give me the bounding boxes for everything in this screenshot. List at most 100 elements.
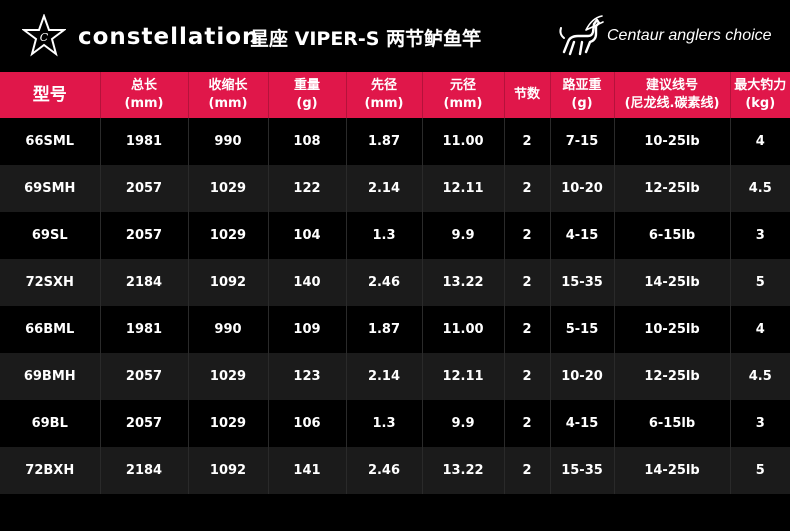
column-header: 最大钓力 (kg) <box>730 72 790 118</box>
column-header-label: 总长 <box>130 78 157 93</box>
table-cell: 12-25lb <box>614 165 731 212</box>
table-cell: 108 <box>268 118 347 165</box>
table-cell: 1029 <box>188 212 269 259</box>
centaur-archer-icon <box>559 15 604 56</box>
table-cell: 1981 <box>100 306 189 353</box>
table-cell: 2.46 <box>346 259 423 306</box>
table-cell: 9.9 <box>422 400 505 447</box>
column-header-label: 重量 <box>293 78 320 93</box>
table-cell: 12.11 <box>422 353 505 400</box>
column-header-unit: (mm) <box>124 96 164 111</box>
table-cell: 69BMH <box>0 353 101 400</box>
table-cell: 4-15 <box>550 212 615 259</box>
table-cell: 2057 <box>100 400 189 447</box>
table-cell: 72BXH <box>0 447 101 494</box>
table-row: 66BML 1981 990 109 1.87 11.00 2 5-15 10-25lb 4 <box>0 306 790 353</box>
table-cell: 4.5 <box>730 165 790 212</box>
table-row: 69SMH 2057 1029 122 2.14 12.11 2 10-20 12-25lb 4.… <box>0 165 790 212</box>
column-header-label: 元径 <box>449 78 476 93</box>
table-cell: 4-15 <box>550 400 615 447</box>
table-cell: 2.14 <box>346 353 423 400</box>
table-cell: 2057 <box>100 353 189 400</box>
table-cell: 7-15 <box>550 118 615 165</box>
table-cell: 1.87 <box>346 306 423 353</box>
table-cell: 5 <box>730 447 790 494</box>
table-cell: 72SXH <box>0 259 101 306</box>
table-cell: 12.11 <box>422 165 505 212</box>
table-cell: 9.9 <box>422 212 505 259</box>
table-cell: 14-25lb <box>614 447 731 494</box>
table-cell: 69SL <box>0 212 101 259</box>
column-header-label: 先径 <box>370 78 397 93</box>
table-row: 69BL 2057 1029 106 1.3 9.9 2 4-15 6-15lb 3 <box>0 400 790 447</box>
table-row: 72BXH 2184 1092 141 2.46 13.22 2 15-35 14-25lb 5 <box>0 447 790 494</box>
table-header-row: 型号 总长 (mm) 收缩长 (mm) 重量 (g) 先径 (mm) 元径 (mm) 节数 路亚重 (g)… <box>0 72 790 118</box>
table-cell: 2.46 <box>346 447 423 494</box>
table-row: 72SXH 2184 1092 140 2.46 13.22 2 15-35 14-25lb 5 <box>0 259 790 306</box>
column-header: 节数 <box>504 72 551 118</box>
table-cell: 2 <box>504 447 551 494</box>
table-cell: 141 <box>268 447 347 494</box>
table-cell: 66BML <box>0 306 101 353</box>
column-header-unit: (mm) <box>208 96 248 111</box>
table-cell: 2057 <box>100 165 189 212</box>
table-cell: 15-35 <box>550 259 615 306</box>
column-header: 元径 (mm) <box>422 72 505 118</box>
table-cell: 1092 <box>188 447 269 494</box>
column-header: 总长 (mm) <box>100 72 189 118</box>
column-header-label: 最大钓力 <box>734 78 787 93</box>
table-cell: 10-20 <box>550 165 615 212</box>
column-header: 先径 (mm) <box>346 72 423 118</box>
column-header: 路亚重 (g) <box>550 72 615 118</box>
table-cell: 2 <box>504 259 551 306</box>
star-c-logo-icon: C <box>22 14 66 57</box>
table-cell: 2 <box>504 306 551 353</box>
table-body: 66SML 1981 990 108 1.87 11.00 2 7-15 10-25lb 4 69S… <box>0 118 790 494</box>
column-header-label: 收缩长 <box>208 78 248 93</box>
table-cell: 10-25lb <box>614 118 731 165</box>
table-cell: 2.14 <box>346 165 423 212</box>
column-header: 型号 <box>0 72 101 118</box>
table-cell: 1.3 <box>346 212 423 259</box>
table-cell: 140 <box>268 259 347 306</box>
column-header: 重量 (g) <box>268 72 347 118</box>
table-row: 66SML 1981 990 108 1.87 11.00 2 7-15 10-25lb 4 <box>0 118 790 165</box>
table-cell: 12-25lb <box>614 353 731 400</box>
table-cell: 10-25lb <box>614 306 731 353</box>
table-cell: 13.22 <box>422 259 505 306</box>
table-cell: 2 <box>504 353 551 400</box>
model-title: 星座 VIPER-S 两节鲈鱼竿 <box>250 28 482 50</box>
table-cell: 990 <box>188 306 269 353</box>
table-cell: 990 <box>188 118 269 165</box>
column-header-label: 型号 <box>32 85 67 105</box>
table-cell: 6-15lb <box>614 400 731 447</box>
svg-text:C: C <box>40 31 49 44</box>
table-cell: 106 <box>268 400 347 447</box>
column-header-label: 建议线号 <box>645 78 698 93</box>
column-header-label: 节数 <box>513 87 540 102</box>
table-cell: 5 <box>730 259 790 306</box>
table-cell: 14-25lb <box>614 259 731 306</box>
table-cell: 11.00 <box>422 306 505 353</box>
column-header-unit: (mm) <box>443 96 483 111</box>
table-cell: 4 <box>730 118 790 165</box>
table-cell: 123 <box>268 353 347 400</box>
table-row: 69SL 2057 1029 104 1.3 9.9 2 4-15 6-15lb 3 <box>0 212 790 259</box>
column-header-unit: (kg) <box>745 96 776 111</box>
table-cell: 6-15lb <box>614 212 731 259</box>
header: C constellation 星座 VIPER-S 两节鲈鱼竿 Centaur… <box>0 0 790 72</box>
table-cell: 1029 <box>188 353 269 400</box>
table-cell: 3 <box>730 212 790 259</box>
table-cell: 2 <box>504 118 551 165</box>
column-header-unit: (mm) <box>364 96 404 111</box>
table-cell: 4 <box>730 306 790 353</box>
column-header-unit: (g) <box>296 96 318 111</box>
table-cell: 11.00 <box>422 118 505 165</box>
table-cell: 2184 <box>100 447 189 494</box>
table-cell: 1029 <box>188 165 269 212</box>
tagline: Centaur anglers choice <box>607 27 772 44</box>
table-cell: 66SML <box>0 118 101 165</box>
table-cell: 5-15 <box>550 306 615 353</box>
table-cell: 109 <box>268 306 347 353</box>
table-cell: 69BL <box>0 400 101 447</box>
